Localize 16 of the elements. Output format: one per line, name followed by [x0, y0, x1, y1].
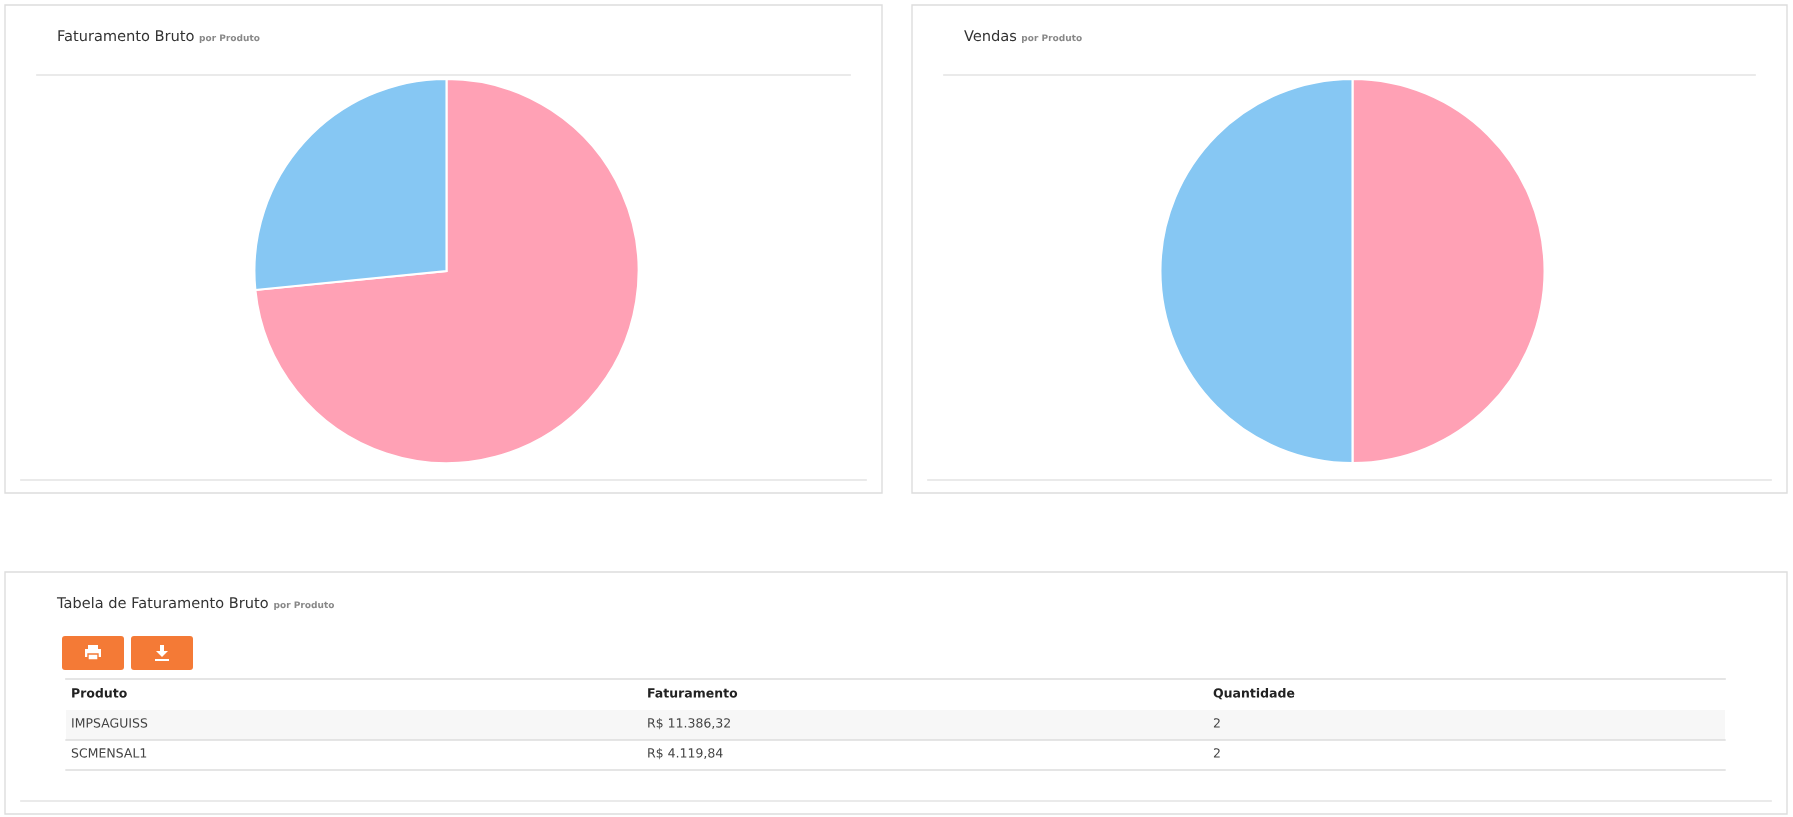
text: Vendas [964, 29, 1017, 42]
text: R$ 11.386,32 [648, 717, 730, 730]
text: por Produto [1022, 34, 1082, 43]
text: Faturamento [648, 688, 738, 698]
text: 2 [1213, 718, 1220, 728]
text: IMPSAGUISS [72, 718, 148, 728]
text: R$ 4.119,84 [648, 747, 723, 760]
text: Tabela de Faturamento Bruto [56, 596, 268, 609]
text: SCMENSAL1 [71, 748, 147, 758]
text: Quantidade [1213, 687, 1295, 700]
text: Faturamento Bruto [58, 30, 194, 42]
chart-subtitle: por Produto [199, 34, 260, 43]
pie-slice [254, 77, 640, 465]
text: por Produto [274, 601, 335, 610]
text: 2 [1213, 748, 1220, 758]
text: Produto [72, 687, 127, 698]
